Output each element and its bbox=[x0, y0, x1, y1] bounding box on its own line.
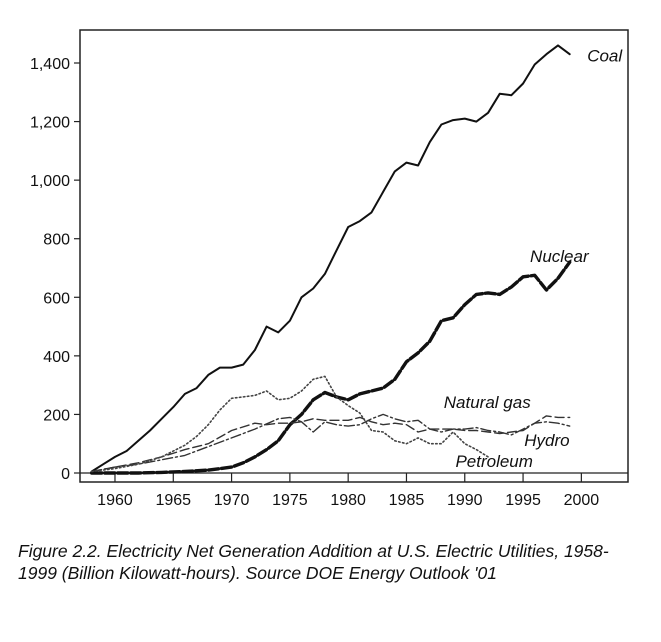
y-tick-label: 0 bbox=[61, 466, 70, 483]
series-lines bbox=[90, 44, 572, 475]
x-tick-label: 1985 bbox=[389, 492, 425, 509]
x-tick-label: 1980 bbox=[330, 492, 366, 509]
x-tick-label: 1990 bbox=[447, 492, 483, 509]
series-label-petroleum: Petroleum bbox=[455, 452, 532, 471]
series-line-nuclear bbox=[90, 260, 572, 475]
y-tick-label: 200 bbox=[43, 407, 70, 424]
series-line-petroleum bbox=[90, 375, 489, 473]
x-tick-label: 1995 bbox=[505, 492, 541, 509]
y-tick-label: 1,200 bbox=[30, 115, 70, 132]
series-line-coal bbox=[90, 44, 571, 473]
line-chart: 0 200 400 600 800 1,000 1,200 1,400 1960 1965 197… bbox=[30, 29, 629, 509]
y-tick-label: 400 bbox=[43, 349, 70, 366]
series-label-nuclear: Nuclear bbox=[530, 247, 590, 266]
x-tick-label: 1975 bbox=[272, 492, 308, 509]
y-axis: 0 200 400 600 800 1,000 1,200 1,400 bbox=[30, 56, 80, 483]
series-label-coal: Coal bbox=[587, 47, 623, 66]
x-tick-label: 1965 bbox=[155, 492, 191, 509]
x-tick-label: 1960 bbox=[97, 492, 133, 509]
series-labels: Coal Nuclear Natural gas Hydro Petroleum bbox=[444, 47, 624, 472]
y-tick-label: 800 bbox=[43, 232, 70, 249]
plot-area-frame bbox=[79, 29, 629, 483]
y-tick-label: 1,400 bbox=[30, 56, 70, 73]
x-tick-label: 2000 bbox=[564, 492, 600, 509]
series-line-hydro bbox=[91, 413, 571, 473]
series-label-hydro: Hydro bbox=[524, 431, 569, 450]
series-label-natural-gas: Natural gas bbox=[444, 393, 531, 412]
y-tick-label: 600 bbox=[43, 290, 70, 307]
x-tick-label: 1970 bbox=[214, 492, 250, 509]
figure-caption: Figure 2.2. Electricity Net Generation A… bbox=[18, 541, 609, 583]
y-tick-label: 1,000 bbox=[30, 173, 70, 190]
